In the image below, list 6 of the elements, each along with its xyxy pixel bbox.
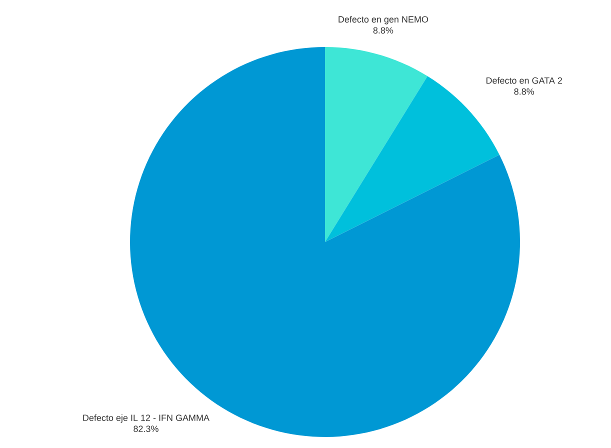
slice-label: Defecto en GATA 2 — [486, 77, 562, 84]
data-label: 82.3% — [134, 426, 158, 432]
slice-label: Defecto eje IL 12 - IFN GAMMA — [83, 414, 210, 423]
data-label: 8.8% — [373, 27, 394, 34]
data-label: 8.8% — [514, 88, 534, 95]
slice-label: Defecto en gen NEMO — [338, 16, 428, 24]
